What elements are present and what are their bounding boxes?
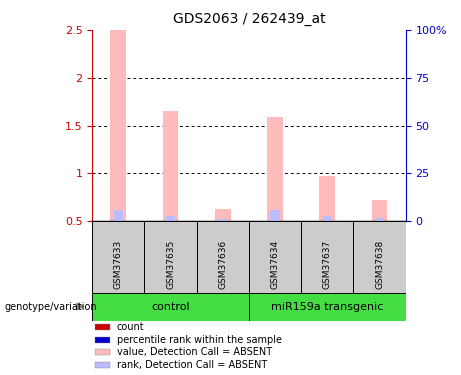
Text: rank, Detection Call = ABSENT: rank, Detection Call = ABSENT — [117, 360, 267, 370]
Bar — [375, 218, 384, 221]
Bar — [95, 362, 110, 368]
Bar — [354, 221, 406, 292]
Bar — [249, 292, 406, 321]
Text: miR159a transgenic: miR159a transgenic — [271, 302, 384, 312]
Bar — [163, 111, 178, 221]
Bar — [319, 176, 335, 221]
Bar — [111, 30, 126, 221]
Bar — [95, 349, 110, 355]
Bar — [249, 221, 301, 292]
Bar — [144, 221, 197, 292]
Title: GDS2063 / 262439_at: GDS2063 / 262439_at — [172, 12, 325, 26]
Text: genotype/variation: genotype/variation — [5, 302, 97, 312]
Bar — [301, 221, 354, 292]
Text: control: control — [151, 302, 190, 312]
Text: GSM37635: GSM37635 — [166, 240, 175, 289]
Text: GSM37634: GSM37634 — [271, 240, 279, 289]
Text: GSM37638: GSM37638 — [375, 240, 384, 289]
Text: GSM37633: GSM37633 — [114, 240, 123, 289]
Text: count: count — [117, 322, 144, 332]
Bar — [323, 216, 332, 221]
Bar — [270, 210, 280, 221]
Bar — [215, 209, 230, 221]
Text: GSM37636: GSM37636 — [219, 240, 227, 289]
Bar — [95, 337, 110, 343]
Bar — [92, 292, 249, 321]
Bar — [166, 216, 175, 221]
Bar — [92, 221, 144, 292]
Bar — [372, 200, 387, 221]
Bar — [113, 210, 123, 221]
Bar — [267, 117, 283, 221]
Text: GSM37637: GSM37637 — [323, 240, 332, 289]
Bar — [197, 221, 249, 292]
Text: percentile rank within the sample: percentile rank within the sample — [117, 334, 282, 345]
Bar — [218, 219, 228, 221]
Text: value, Detection Call = ABSENT: value, Detection Call = ABSENT — [117, 347, 272, 357]
Bar — [95, 324, 110, 330]
